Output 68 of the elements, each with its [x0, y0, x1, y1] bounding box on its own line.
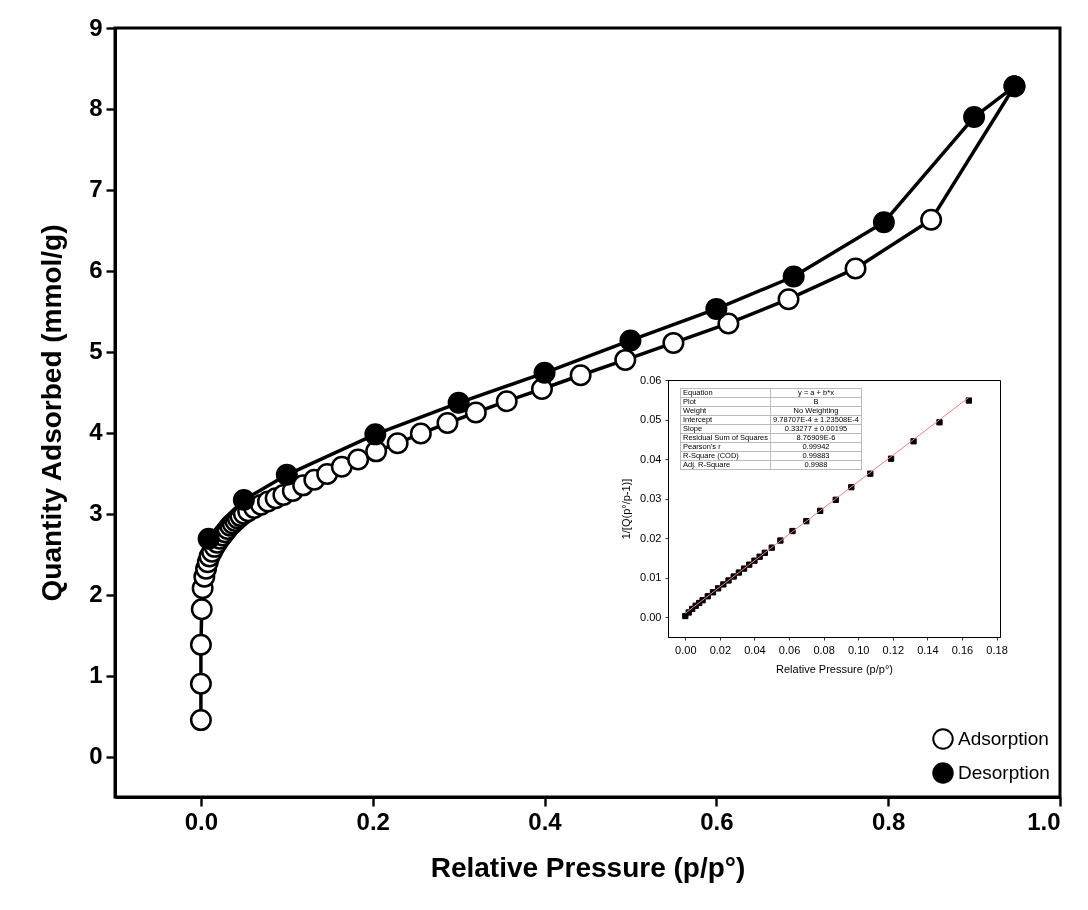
- point: [189, 633, 212, 656]
- point: [920, 208, 943, 231]
- point: [569, 364, 592, 387]
- x-tick-label: 1.0: [1027, 807, 1061, 835]
- point: [782, 265, 805, 288]
- y-tick-label: 6: [89, 256, 103, 284]
- point: [844, 257, 867, 280]
- x-tick-label: 0.16: [951, 643, 974, 656]
- x-axis-title: Relative Pressure (p/p°): [776, 662, 893, 675]
- point: [705, 297, 728, 320]
- y-tick-label: 0.04: [640, 452, 662, 465]
- point: [464, 401, 487, 424]
- y-tick-label: 7: [89, 175, 103, 203]
- point: [619, 329, 642, 352]
- x-tick-label: 0.08: [813, 643, 835, 656]
- x-tick-label: 0.0: [184, 807, 219, 835]
- y-tick-label: 0: [89, 742, 103, 770]
- y-axis-title: 1/[Q(p°/p-1)]: [620, 478, 633, 540]
- y-tick-label: 0.00: [640, 610, 662, 623]
- y-tick-label: 9: [89, 13, 103, 41]
- point: [275, 463, 298, 486]
- x-axis-title: Relative Pressure (p/p°): [430, 851, 746, 883]
- x-tick-label: 0.18: [986, 643, 1008, 656]
- x-tick-label: 0.06: [778, 643, 801, 656]
- y-tick-label: 0.06: [640, 373, 662, 386]
- y-axis-title: Quantity Adsorbed (mmol/g): [36, 224, 68, 602]
- x-tick-label: 0.02: [709, 643, 732, 656]
- y-tick-label: 0.01: [640, 571, 662, 584]
- y-tick-label: 0.03: [640, 492, 662, 505]
- point: [386, 432, 409, 455]
- legend-label: Adsorption: [958, 728, 1049, 749]
- point: [347, 448, 370, 471]
- point: [189, 672, 212, 695]
- point: [777, 288, 800, 311]
- point: [717, 312, 740, 335]
- point: [330, 455, 353, 478]
- x-tick-label: 0.4: [528, 807, 563, 835]
- y-tick-label: 3: [89, 499, 103, 527]
- x-tick-label: 0.04: [744, 643, 766, 656]
- point: [409, 422, 432, 445]
- point: [436, 412, 459, 434]
- y-tick-label: 2: [89, 580, 103, 608]
- point: [533, 361, 556, 384]
- point: [495, 390, 518, 413]
- point: [662, 331, 685, 354]
- x-tick-label: 0.8: [871, 807, 906, 835]
- y-tick-label: 0.05: [640, 413, 662, 426]
- point: [190, 598, 213, 621]
- y-tick-label: 0.02: [640, 531, 662, 544]
- x-tick-label: 0.00: [675, 643, 697, 656]
- x-tick-label: 0.6: [700, 807, 734, 835]
- x-tick-label: 0.2: [356, 807, 390, 835]
- point: [963, 106, 986, 129]
- y-tick-label: 5: [89, 337, 103, 365]
- point: [614, 348, 637, 371]
- y-tick-label: 1: [89, 661, 103, 689]
- x-tick-label: 0.10: [848, 643, 870, 656]
- point: [965, 397, 973, 404]
- x-tick-label: 0.14: [917, 643, 939, 656]
- y-tick-label: 4: [89, 418, 104, 446]
- point: [364, 423, 387, 446]
- legend-label: Desorption: [958, 762, 1050, 783]
- point: [232, 488, 255, 511]
- point: [447, 391, 470, 414]
- y-tick-label: 8: [89, 94, 103, 122]
- x-tick-label: 0.12: [882, 643, 904, 656]
- point: [189, 709, 212, 732]
- point: [872, 211, 895, 234]
